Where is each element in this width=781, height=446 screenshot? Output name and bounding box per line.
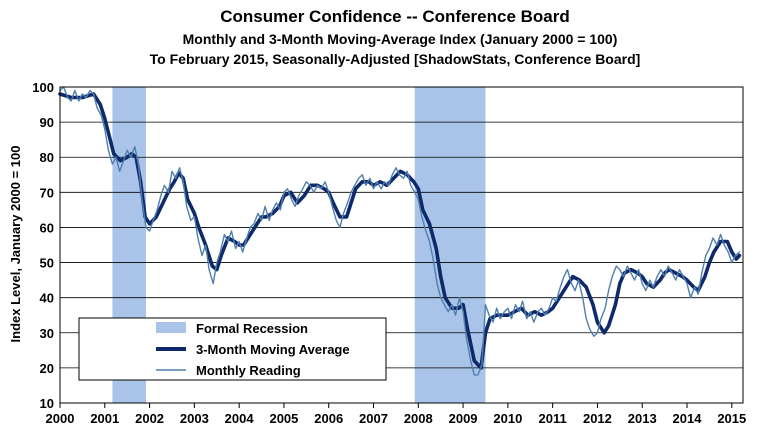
y-tick-label: 40 — [40, 291, 54, 306]
x-tick-label: 2013 — [628, 411, 657, 426]
x-tick-label: 2004 — [225, 411, 255, 426]
series-line-monthly — [59, 86, 741, 376]
x-tick-label: 2008 — [404, 411, 433, 426]
series-line-moving-average — [58, 92, 742, 370]
chart-subtitle-1: Monthly and 3-Month Moving-Average Index… — [183, 31, 618, 47]
series-lines — [58, 86, 742, 376]
x-tick-label: 2006 — [314, 411, 343, 426]
x-tick-label: 2009 — [449, 411, 478, 426]
y-tick-label: 20 — [40, 361, 54, 376]
y-tick-label: 70 — [40, 185, 54, 200]
x-tick-label: 2000 — [46, 411, 75, 426]
y-axis-ticks: 10 20 30 40 50 60 70 80 90 100 — [32, 80, 54, 411]
y-tick-label: 10 — [40, 396, 54, 411]
x-axis-ticks: 2000 2001 2002 2003 2004 2005 2006 2007 2008 2009… — [46, 403, 746, 426]
x-tick-label: 2001 — [90, 411, 119, 426]
x-tick-label: 2014 — [673, 411, 703, 426]
x-tick-label: 2011 — [539, 411, 567, 426]
chart-subtitle-2: To February 2015, Seasonally-Adjusted [S… — [150, 51, 641, 67]
y-axis-label: Index Level, January 2000 = 100 — [8, 146, 23, 343]
x-tick-label: 2003 — [180, 411, 209, 426]
y-tick-label: 30 — [40, 326, 54, 341]
x-tick-label: 2015 — [717, 411, 746, 426]
legend-label-monthly: Monthly Reading — [196, 363, 301, 378]
x-tick-label: 2005 — [269, 411, 298, 426]
legend: Formal Recession 3-Month Moving Average … — [78, 317, 387, 381]
y-tick-label: 50 — [40, 256, 54, 271]
legend-label-moving-average: 3-Month Moving Average — [196, 342, 350, 357]
y-tick-label: 100 — [32, 80, 54, 95]
y-tick-label: 90 — [40, 115, 54, 130]
legend-swatch-recession — [156, 322, 186, 333]
y-tick-label: 60 — [40, 220, 54, 235]
x-tick-label: 2012 — [583, 411, 612, 426]
legend-label-recession: Formal Recession — [196, 321, 308, 336]
x-tick-label: 2002 — [135, 411, 164, 426]
plot-frame — [59, 86, 744, 404]
x-tick-label: 2007 — [359, 411, 388, 426]
legend-box — [78, 317, 387, 381]
chart-title: Consumer Confidence -- Conference Board — [220, 7, 570, 26]
y-tick-label: 80 — [40, 150, 54, 165]
x-tick-label: 2010 — [493, 411, 522, 426]
